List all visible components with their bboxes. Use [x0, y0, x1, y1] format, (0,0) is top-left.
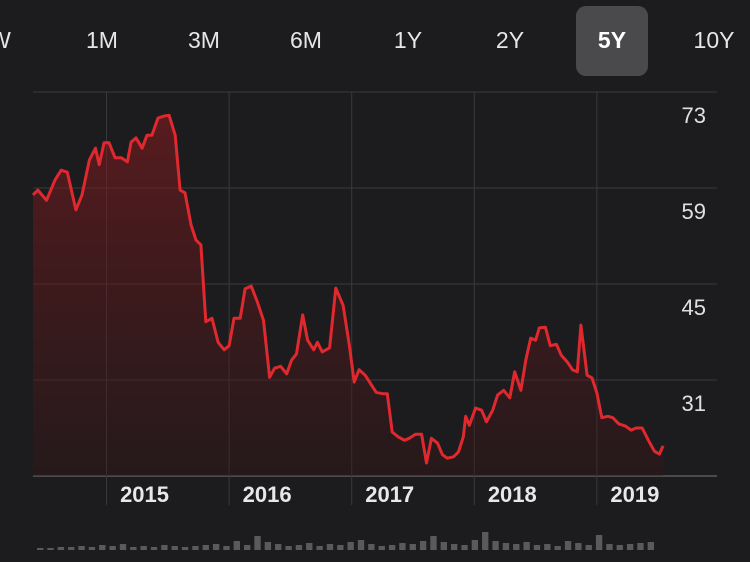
range-tab-label[interactable]: 2Y: [496, 27, 524, 53]
range-tab[interactable]: 3M: [188, 27, 220, 53]
volume-bar: [244, 545, 251, 550]
volume-bar: [409, 544, 416, 550]
volume-bar: [347, 542, 354, 550]
x-tick-label: 2017: [365, 482, 414, 507]
volume-bar: [78, 546, 85, 550]
volume-bar: [585, 545, 592, 550]
volume-bar: [150, 547, 158, 550]
range-tab[interactable]: 10Y: [694, 27, 735, 53]
volume-bar: [419, 541, 427, 550]
range-tab[interactable]: W: [0, 27, 11, 53]
y-tick-label: 45: [682, 295, 706, 320]
volume-bar: [192, 546, 199, 550]
range-tab-label[interactable]: 1Y: [394, 27, 422, 53]
volume-bar: [119, 544, 127, 550]
volume-bar: [275, 544, 282, 550]
volume-bar: [533, 545, 541, 550]
volume-bar: [37, 548, 44, 550]
range-tab[interactable]: 1M: [86, 27, 118, 53]
range-tab-label[interactable]: 6M: [290, 27, 322, 53]
volume-bar: [88, 547, 96, 550]
volume-bar: [554, 546, 561, 550]
range-tab-label[interactable]: 3M: [188, 27, 220, 53]
volume-bar: [513, 544, 520, 550]
volume-bar: [564, 541, 572, 550]
volume-bar: [461, 545, 468, 550]
volume-bar: [47, 548, 54, 550]
volume-bar: [471, 540, 479, 550]
range-tab-label[interactable]: 10Y: [694, 27, 735, 53]
volume-bar: [171, 546, 178, 550]
range-tab-label[interactable]: 1M: [86, 27, 118, 53]
range-tabs: W 1M 3M 6M 1Y 2Y 5Y 10Y: [0, 6, 734, 76]
range-tab[interactable]: 5Y: [576, 6, 648, 76]
volume-bar: [544, 544, 551, 550]
plot: [31, 113, 665, 477]
volume-bar: [492, 541, 499, 550]
x-tick-label: 2015: [120, 482, 169, 507]
volume-bar: [388, 545, 396, 550]
volume-bar: [378, 546, 385, 550]
volume-bar: [440, 542, 447, 550]
volume-bar: [595, 535, 603, 550]
volume-bar: [368, 544, 375, 550]
volume-bar: [57, 547, 65, 550]
volume-bar: [130, 547, 137, 550]
x-tick-label: 2019: [610, 482, 659, 507]
price-line: [31, 113, 665, 465]
volume-bar: [430, 536, 437, 550]
volume-bar: [202, 545, 209, 550]
volume-bar: [637, 543, 644, 550]
volume-bar: [285, 546, 292, 550]
volume-bar: [451, 544, 458, 550]
range-tab[interactable]: 1Y: [394, 27, 422, 53]
volume-bar: [326, 544, 334, 550]
volume-bar: [264, 542, 272, 550]
volume-bar: [295, 545, 303, 550]
volume-bar: [306, 543, 313, 550]
volume-bar: [626, 544, 634, 550]
volume-bar: [606, 544, 613, 550]
volume-bar: [316, 546, 323, 550]
volume-bar: [99, 545, 106, 550]
range-tab[interactable]: 6M: [290, 27, 322, 53]
range-tab[interactable]: 2Y: [496, 27, 524, 53]
volume-bar: [523, 542, 530, 550]
volume-bar: [181, 547, 189, 550]
volume-bar: [399, 543, 406, 550]
volume-bar: [482, 532, 489, 550]
volume-bar: [212, 544, 220, 550]
selected-tab-bg: [576, 6, 648, 76]
volume-bar: [68, 547, 75, 550]
volume-bar: [337, 545, 344, 550]
price-area: [33, 115, 664, 477]
y-tick-label: 73: [682, 103, 706, 128]
volume-bar: [647, 542, 654, 550]
x-tick-label: 2016: [243, 482, 292, 507]
range-tab-label[interactable]: W: [0, 27, 11, 53]
volume-bar: [140, 546, 147, 550]
x-tick-label: 2018: [488, 482, 537, 507]
y-tick-label: 31: [682, 391, 706, 416]
y-tick-label: 59: [682, 199, 706, 224]
volume-bar: [575, 543, 582, 550]
volume-bar: [109, 546, 116, 550]
volume-bar: [502, 543, 510, 550]
volume-bar: [233, 541, 240, 550]
volume-bar: [357, 540, 365, 550]
volume-bar: [254, 536, 261, 550]
volume-bar: [161, 545, 168, 550]
volume-bar: [616, 545, 623, 550]
range-tab-label[interactable]: 5Y: [598, 27, 626, 53]
volume-bar: [223, 546, 230, 550]
volume: [37, 532, 654, 550]
